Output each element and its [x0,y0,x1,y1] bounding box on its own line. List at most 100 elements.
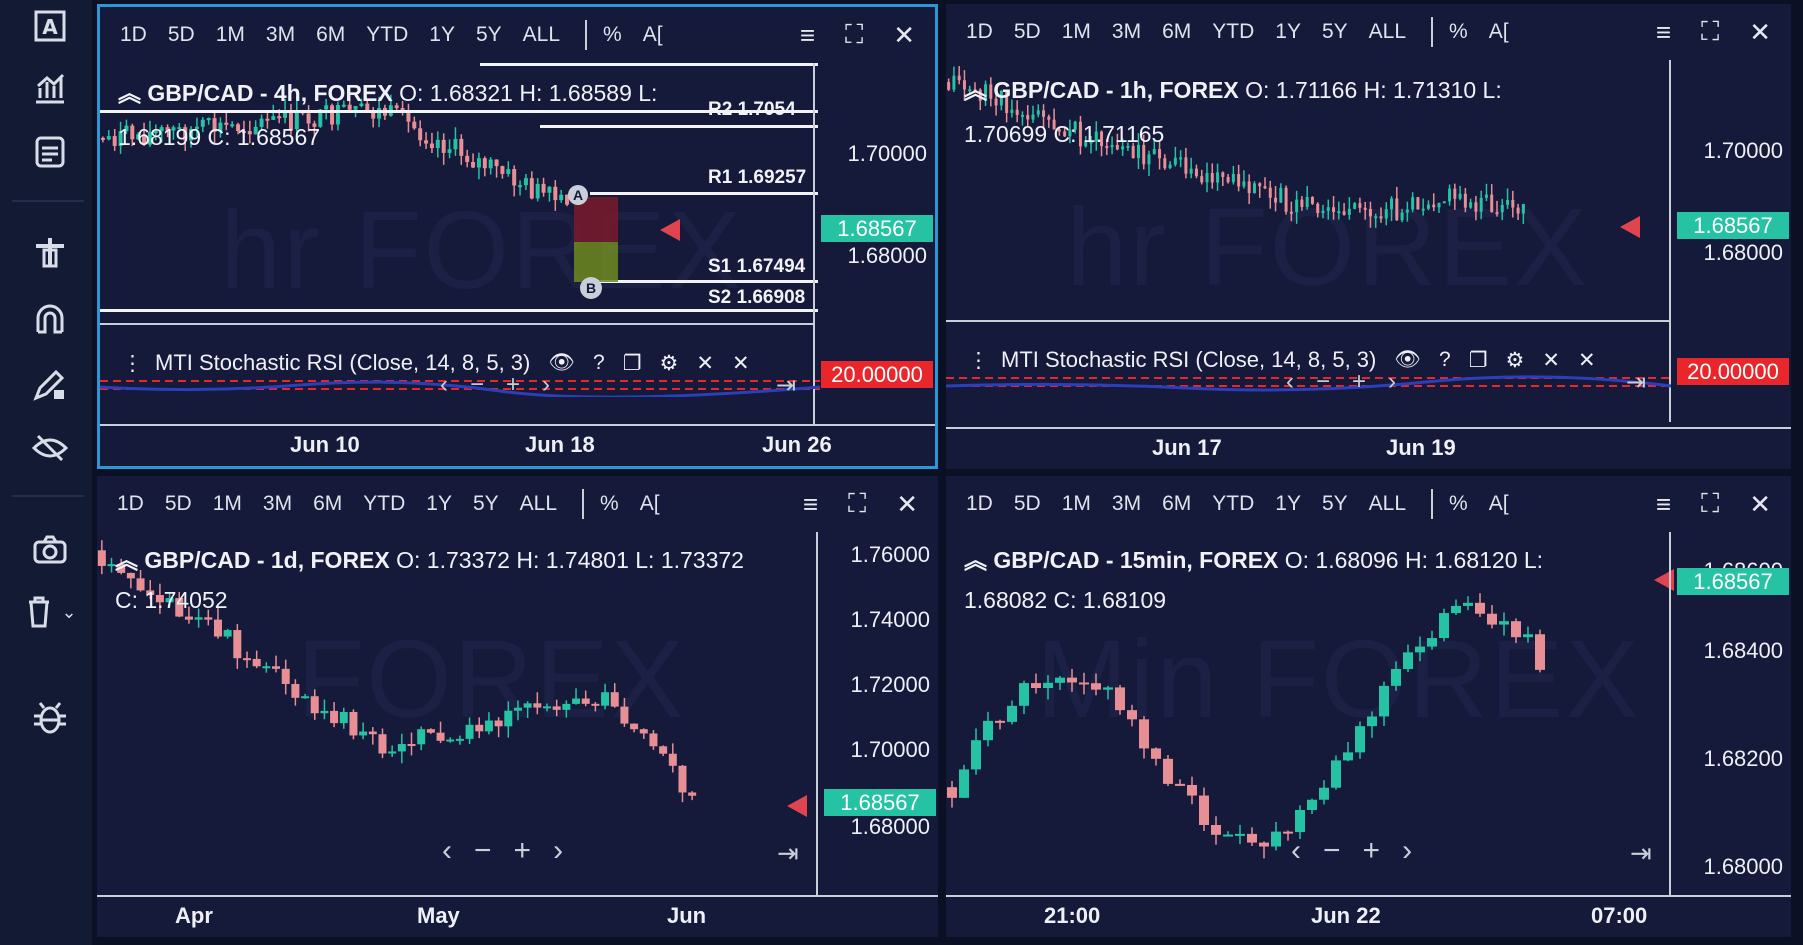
chart-tool-icon[interactable] [22,66,78,110]
tf-6m[interactable]: 6M [313,492,343,515]
scroll-right-icon[interactable]: › [553,834,564,867]
scroll-right-icon[interactable]: › [1388,368,1397,395]
tf-3m[interactable]: 3M [1111,20,1142,43]
tf-6m[interactable]: 6M [1162,492,1192,515]
trash-icon[interactable]: ⌄ [14,590,84,634]
tf-1y[interactable]: 1Y [426,492,452,515]
chevron-down-icon[interactable]: ⌄ [61,601,77,622]
symbol-title[interactable]: GBP/CAD - 1h, FOREX [993,77,1239,103]
tf-1d[interactable]: 1D [966,492,993,515]
menu-icon[interactable]: ≡ [799,19,815,50]
tf-1m[interactable]: 1M [1061,492,1091,515]
maximize-icon[interactable]: ⛶ [1701,16,1720,46]
tf-6m[interactable]: 6M [316,23,346,46]
marker-b[interactable]: B [580,277,602,299]
close-icon[interactable]: ✕ [1577,348,1596,372]
eye-icon[interactable]: 👁 [548,351,576,374]
help-icon[interactable]: ? [593,351,605,374]
gear-icon[interactable]: ⚙ [1505,348,1525,372]
copy-icon[interactable]: ❐ [622,351,642,375]
price-axis[interactable]: 1.76000 1.74000 1.72000 1.70000 1.68567 … [816,532,938,897]
auto-scale-toggle[interactable]: A[ [639,492,660,515]
symbol-title[interactable]: GBP/CAD - 1d, FOREX [144,547,390,573]
chart-panel-1h[interactable]: hr FOREX 1D 5D 1M 3M 6M YTD 1Y 5Y ALL % … [946,4,1791,469]
scroll-right-icon[interactable]: › [1402,834,1413,867]
tf-3m[interactable]: 3M [265,23,296,46]
collapse-chevron-icon[interactable]: ︽ [964,77,987,103]
tf-1d[interactable]: 1D [966,20,993,43]
go-to-latest-icon[interactable]: ⇥ [776,372,797,399]
help-icon[interactable]: ? [1439,348,1451,371]
zoom-in-icon[interactable]: + [506,371,521,398]
tf-1y[interactable]: 1Y [1275,20,1301,43]
price-axis[interactable]: 1.70000 1.68567 1.68000 20.00000 [813,63,935,425]
close-icon[interactable]: ✕ [1749,16,1771,47]
scroll-left-icon[interactable]: ‹ [1291,834,1301,867]
zoom-in-icon[interactable]: + [1352,368,1367,395]
zoom-out-icon[interactable]: − [1316,368,1331,395]
menu-icon[interactable]: ≡ [802,488,818,519]
time-axis[interactable]: Apr May Jun [97,895,938,937]
go-to-latest-icon[interactable]: ⇥ [777,838,799,868]
price-axis[interactable]: 1.70000 1.68567 1.68000 20.00000 [1669,60,1791,422]
maximize-icon[interactable]: ⛶ [1701,488,1720,518]
auto-scale-toggle[interactable]: A[ [1488,492,1509,515]
zoom-out-icon[interactable]: − [470,371,485,398]
chart-panel-1d[interactable]: FOREX 1D 5D 1M 3M 6M YTD 1Y 5Y ALL % A[ … [97,476,938,937]
close-icon[interactable]: ✕ [1749,488,1771,519]
drag-handle-icon[interactable]: ⋮ [968,348,989,372]
collapse-chevron-icon[interactable]: ︽ [118,80,141,106]
zoom-out-icon[interactable]: − [474,834,492,867]
symbol-title[interactable]: GBP/CAD - 4h, FOREX [147,80,393,106]
close-icon[interactable]: ✕ [896,488,918,519]
tf-5y[interactable]: 5Y [1321,20,1348,43]
close-icon[interactable]: ✕ [893,19,915,50]
symbol-title[interactable]: GBP/CAD - 15min, FOREX [993,547,1279,573]
drag-handle-icon[interactable]: ⋮ [122,351,143,375]
percent-toggle[interactable]: % [1449,492,1468,515]
magnet-icon[interactable] [22,296,78,340]
gear-icon[interactable]: ⚙ [659,351,679,375]
time-axis[interactable]: 21:00 Jun 22 07:00 [946,895,1791,937]
lock-pen-icon[interactable] [22,362,78,406]
maximize-icon[interactable]: ⛶ [848,488,867,518]
marker-a[interactable]: A [568,185,588,205]
tf-all[interactable]: ALL [519,492,558,515]
pane-separator[interactable] [946,320,1671,322]
tf-ytd[interactable]: YTD [363,492,406,515]
eye-icon[interactable]: 👁 [1394,348,1422,371]
text-tool-icon[interactable]: A [22,4,78,48]
auto-scale-toggle[interactable]: A[ [642,23,663,46]
calendar-tool-icon[interactable] [22,130,78,174]
tf-1m[interactable]: 1M [212,492,242,515]
chart-panel-4h[interactable]: hr FOREX 1D 5D 1M 3M 6M YTD 1Y 5Y ALL % … [97,4,938,469]
auto-scale-toggle[interactable]: A[ [1488,20,1509,43]
tf-ytd[interactable]: YTD [1212,492,1255,515]
copy-icon[interactable]: ❐ [1468,348,1488,372]
tf-1y[interactable]: 1Y [1275,492,1301,515]
eye-hide-icon[interactable] [22,426,78,470]
tf-1d[interactable]: 1D [120,23,147,46]
scroll-left-icon[interactable]: ‹ [440,371,448,398]
tf-ytd[interactable]: YTD [366,23,409,46]
maximize-icon[interactable]: ⛶ [845,19,864,49]
tf-3m[interactable]: 3M [1111,492,1142,515]
remove-icon[interactable]: ✕ [696,351,714,375]
tf-6m[interactable]: 6M [1162,20,1192,43]
chart-panel-15min[interactable]: Min FOREX 1D 5D 1M 3M 6M YTD 1Y 5Y ALL %… [946,476,1791,937]
scroll-right-icon[interactable]: › [542,371,551,398]
collapse-chevron-icon[interactable]: ︽ [115,547,138,573]
remove-icon[interactable]: ✕ [1542,348,1560,372]
cross-line-icon[interactable] [22,230,78,274]
camera-icon[interactable] [22,528,78,572]
percent-toggle[interactable]: % [603,23,622,46]
tf-5d[interactable]: 5D [1013,492,1041,515]
percent-toggle[interactable]: % [1449,20,1468,43]
tf-all[interactable]: ALL [522,23,561,46]
tf-all[interactable]: ALL [1368,20,1407,43]
menu-icon[interactable]: ≡ [1655,16,1671,47]
tf-5y[interactable]: 5Y [472,492,499,515]
tf-1m[interactable]: 1M [1061,20,1091,43]
tf-all[interactable]: ALL [1368,492,1407,515]
tf-1y[interactable]: 1Y [429,23,455,46]
